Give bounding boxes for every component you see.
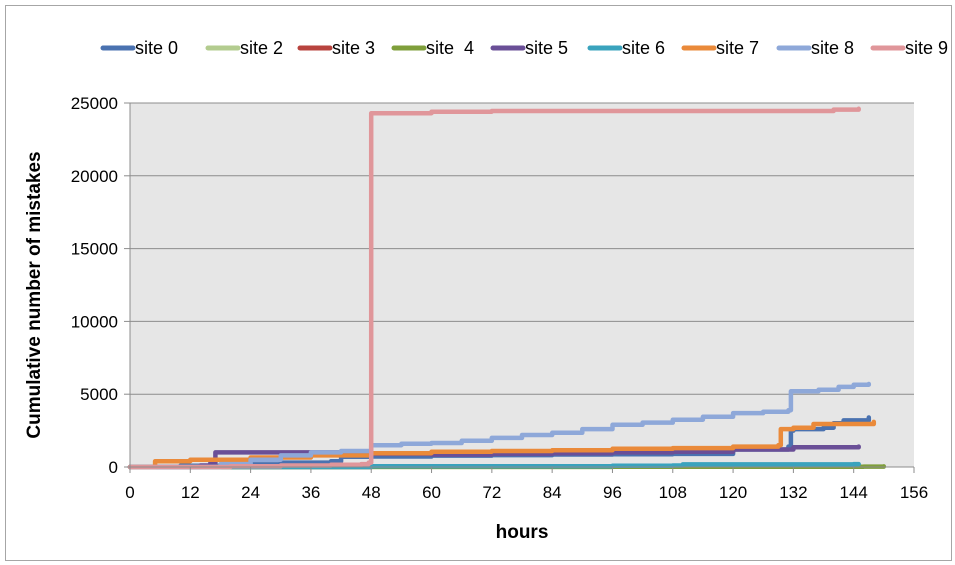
legend-label: site 4: [426, 38, 474, 58]
y-tick-label: 0: [109, 458, 118, 477]
legend: site 0 site 2 site 3 site 4 site 5 site 6 site…: [100, 38, 948, 58]
y-tick-label: 10000: [71, 312, 118, 331]
x-axis-title: hours: [496, 522, 549, 543]
x-tick-label: 96: [603, 483, 622, 502]
x-tick-label: 156: [900, 483, 928, 502]
x-tick-label: 48: [362, 483, 381, 502]
legend-label: site 7: [716, 38, 759, 58]
x-tick-label: 144: [840, 483, 868, 502]
x-axis-ticks: 0 12 24 36 48 60 72 84 96 108 120 132 144 156: [125, 467, 928, 502]
x-tick-label: 24: [241, 483, 260, 502]
axes: [129, 103, 914, 468]
series-line-site-9: [127, 106, 861, 470]
x-tick-label: 120: [719, 483, 747, 502]
legend-label: site 0: [135, 38, 178, 58]
x-tick-label: 12: [181, 483, 200, 502]
legend-label: site 5: [525, 38, 568, 58]
y-axis-title: Cumulative number of mistakes: [24, 151, 45, 438]
legend-label: site 2: [240, 38, 283, 58]
y-tick-label: 5000: [80, 385, 118, 404]
legend-label: site 8: [811, 38, 854, 58]
x-tick-label: 132: [779, 483, 807, 502]
legend-label: site 3: [332, 38, 375, 58]
x-tick-label: 84: [543, 483, 562, 502]
x-tick-label: 72: [482, 483, 501, 502]
x-tick-label: 108: [659, 483, 687, 502]
series-line-site-8: [127, 381, 872, 470]
y-tick-label: 15000: [71, 240, 118, 259]
plot-area: [130, 103, 914, 467]
x-tick-label: 0: [125, 483, 134, 502]
x-tick-label: 36: [301, 483, 320, 502]
gridlines: [130, 102, 914, 395]
y-axis-ticks: 0 5000 10000 15000 20000 25000: [71, 94, 130, 477]
y-tick-label: 20000: [71, 167, 118, 186]
x-tick-label: 60: [422, 483, 441, 502]
legend-label: site 9: [905, 38, 948, 58]
legend-label: site 6: [622, 38, 665, 58]
series-line-site-6: [127, 461, 861, 470]
y-tick-label: 25000: [71, 94, 118, 113]
